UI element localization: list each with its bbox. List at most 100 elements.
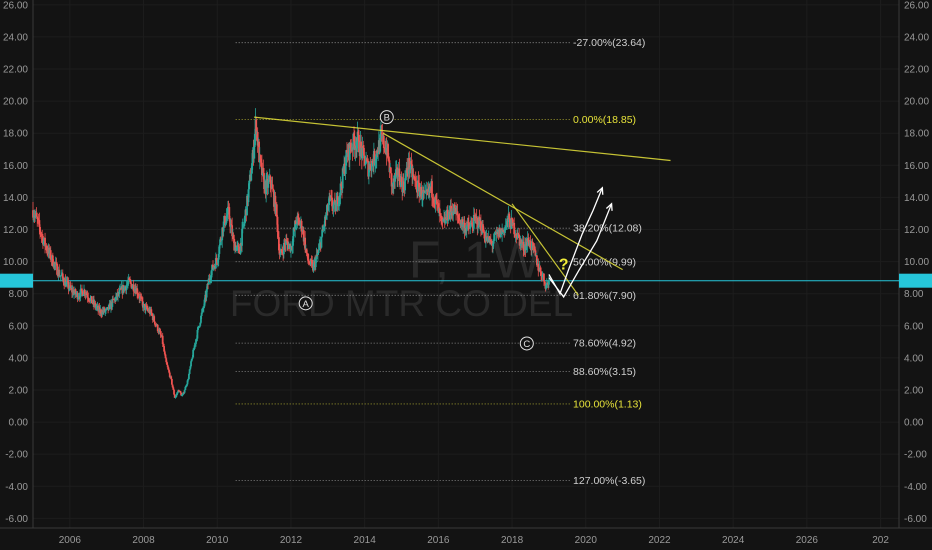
candle-body [76, 292, 79, 300]
candle-body [341, 168, 344, 189]
candle-body [39, 231, 42, 235]
candle-body [185, 384, 188, 387]
candle-body [323, 225, 326, 227]
time-tick-label: 202 [872, 535, 889, 546]
candle-body [140, 297, 143, 298]
candle-body [131, 286, 134, 289]
fib-label: 78.60%(4.92) [573, 338, 636, 350]
candle-body [144, 305, 147, 311]
right-tick-label: 22.00 [904, 65, 929, 76]
candle-body [91, 303, 94, 304]
candle-body [180, 395, 183, 397]
candle-body [324, 216, 326, 226]
candle-body [160, 334, 163, 337]
candle-body [193, 345, 196, 349]
candle-body [376, 150, 379, 154]
candle-body [46, 250, 49, 252]
candle-body [87, 297, 90, 300]
candle-body [94, 302, 97, 308]
candle-body [56, 263, 58, 275]
left-tick-label: 26.00 [3, 0, 28, 11]
candle-body [490, 241, 493, 244]
time-tick-label: 2010 [206, 535, 229, 546]
wave-label: B [384, 113, 390, 124]
candle-body [192, 349, 195, 358]
candle-body [532, 243, 535, 248]
candle-body [439, 213, 442, 216]
candle-body [247, 189, 250, 203]
candle-body [373, 150, 376, 164]
candle-body [421, 190, 424, 199]
candle-body [361, 145, 364, 159]
candle-body [450, 205, 453, 212]
candle-body [195, 338, 198, 340]
candle-body [60, 275, 63, 276]
candle-body [473, 215, 476, 217]
candle-body [69, 285, 72, 289]
candle-body [39, 227, 41, 232]
candle-body [308, 262, 311, 264]
candle-body [127, 278, 130, 283]
candle-body [146, 306, 148, 310]
left-price-axis[interactable]: 26.00 24.00 22.00 20.00 18.00 16.00 14.00 12.00… [3, 0, 28, 525]
candle-body [287, 244, 290, 249]
candle-body [307, 260, 310, 263]
candle-body [414, 178, 416, 180]
candle-body [484, 237, 487, 241]
candle-body [545, 285, 547, 289]
candle-body [166, 364, 169, 368]
candle-body [436, 201, 439, 204]
candle-body [37, 219, 40, 221]
candle-body [143, 303, 146, 305]
right-tick-label: -6.00 [904, 514, 927, 525]
projection-arrowhead [596, 186, 604, 195]
candle-body [400, 176, 403, 183]
candle-body [285, 240, 287, 245]
candle-body [357, 131, 360, 135]
candle-body [456, 211, 459, 216]
candle-body [409, 169, 411, 171]
candle-body [362, 145, 365, 149]
candle-body [416, 180, 419, 192]
time-tick-label: 2014 [354, 535, 377, 546]
candle-body [292, 236, 294, 246]
candle-body [132, 284, 135, 292]
fib-label: 38.20%(12.08) [573, 223, 642, 235]
candle-body [294, 221, 297, 230]
candle-body [389, 167, 392, 174]
candle-body [269, 176, 272, 184]
candle-body [390, 173, 393, 187]
candle-body [316, 253, 319, 256]
left-tick-label: 0.00 [9, 418, 29, 429]
candle-body [337, 204, 340, 207]
fib-label: 127.00%(-3.65) [573, 475, 645, 487]
time-axis[interactable]: 2006 2008 2010 2012 2014 2016 2018 2020 2022 2024… [59, 535, 890, 546]
candle-body [492, 240, 495, 244]
candle-body [461, 219, 464, 227]
candle-body [296, 215, 299, 224]
candle-body [295, 223, 298, 225]
right-tick-label: 18.00 [904, 129, 929, 140]
candle-body [218, 245, 221, 254]
candle-body [88, 299, 90, 301]
right-tick-label: 14.00 [904, 193, 929, 204]
candle-body [377, 153, 380, 155]
candle-body [469, 225, 472, 229]
candle-body [358, 134, 360, 153]
candle-body [328, 196, 331, 205]
candle-body [259, 155, 262, 161]
candle-body [349, 142, 352, 149]
candle-body [387, 158, 390, 161]
candle-body [521, 243, 523, 245]
candle-body [35, 213, 38, 217]
candle-body [277, 232, 280, 238]
candle-body [394, 174, 397, 182]
candle-body [205, 289, 208, 298]
candle-body [163, 351, 166, 355]
right-price-axis[interactable]: 26.00 24.00 22.00 20.00 18.00 16.00 14.00 12.00… [904, 0, 929, 525]
candle-body [452, 211, 455, 216]
candle-body [387, 144, 389, 159]
candle-body [201, 308, 204, 313]
candle-body [225, 216, 228, 223]
